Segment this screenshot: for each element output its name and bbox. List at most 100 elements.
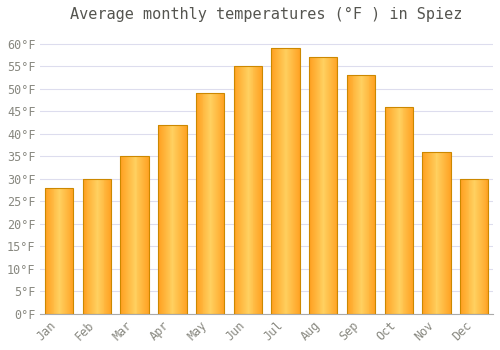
Bar: [278, 48, 279, 314]
Bar: [331, 57, 332, 314]
Bar: [412, 107, 413, 314]
Bar: [461, 179, 462, 314]
Bar: [136, 156, 138, 314]
Bar: [448, 152, 450, 314]
Bar: [161, 125, 162, 314]
Bar: [168, 125, 170, 314]
Bar: [404, 107, 406, 314]
Bar: [72, 188, 74, 314]
Bar: [434, 152, 436, 314]
Bar: [358, 75, 359, 314]
Bar: [398, 107, 400, 314]
Bar: [480, 179, 481, 314]
Bar: [92, 179, 93, 314]
Bar: [464, 179, 465, 314]
Bar: [425, 152, 426, 314]
Bar: [126, 156, 127, 314]
Bar: [280, 48, 281, 314]
Bar: [363, 75, 364, 314]
Bar: [424, 152, 425, 314]
Bar: [431, 152, 432, 314]
Bar: [96, 179, 97, 314]
Bar: [465, 179, 466, 314]
Bar: [63, 188, 64, 314]
Bar: [202, 93, 203, 314]
Bar: [248, 66, 249, 314]
Bar: [444, 152, 445, 314]
Bar: [328, 57, 329, 314]
Bar: [360, 75, 361, 314]
Bar: [284, 48, 286, 314]
Bar: [462, 179, 463, 314]
Bar: [429, 152, 430, 314]
Bar: [60, 188, 61, 314]
Bar: [384, 107, 413, 314]
Bar: [83, 179, 111, 314]
Bar: [316, 57, 318, 314]
Bar: [164, 125, 165, 314]
Bar: [388, 107, 390, 314]
Bar: [274, 48, 275, 314]
Bar: [50, 188, 51, 314]
Bar: [94, 179, 95, 314]
Bar: [175, 125, 176, 314]
Bar: [128, 156, 129, 314]
Bar: [291, 48, 292, 314]
Bar: [478, 179, 479, 314]
Bar: [54, 188, 56, 314]
Bar: [86, 179, 88, 314]
Bar: [52, 188, 54, 314]
Bar: [70, 188, 72, 314]
Bar: [45, 188, 74, 314]
Bar: [176, 125, 177, 314]
Bar: [407, 107, 408, 314]
Bar: [122, 156, 124, 314]
Bar: [474, 179, 475, 314]
Bar: [299, 48, 300, 314]
Bar: [329, 57, 330, 314]
Bar: [130, 156, 131, 314]
Bar: [282, 48, 284, 314]
Bar: [209, 93, 210, 314]
Bar: [138, 156, 140, 314]
Bar: [145, 156, 146, 314]
Bar: [473, 179, 474, 314]
Bar: [362, 75, 363, 314]
Bar: [348, 75, 349, 314]
Bar: [257, 66, 258, 314]
Bar: [218, 93, 220, 314]
Bar: [411, 107, 412, 314]
Bar: [477, 179, 478, 314]
Bar: [182, 125, 184, 314]
Bar: [172, 125, 174, 314]
Bar: [158, 125, 186, 314]
Bar: [132, 156, 133, 314]
Bar: [347, 75, 348, 314]
Bar: [290, 48, 291, 314]
Bar: [49, 188, 50, 314]
Bar: [148, 156, 149, 314]
Bar: [93, 179, 94, 314]
Bar: [196, 93, 224, 314]
Bar: [272, 48, 299, 314]
Bar: [297, 48, 298, 314]
Bar: [394, 107, 395, 314]
Bar: [129, 156, 130, 314]
Bar: [250, 66, 252, 314]
Bar: [463, 179, 464, 314]
Bar: [206, 93, 208, 314]
Bar: [214, 93, 215, 314]
Bar: [479, 179, 480, 314]
Bar: [296, 48, 297, 314]
Bar: [295, 48, 296, 314]
Bar: [45, 188, 46, 314]
Bar: [396, 107, 397, 314]
Bar: [66, 188, 68, 314]
Bar: [460, 179, 461, 314]
Bar: [91, 179, 92, 314]
Bar: [298, 48, 299, 314]
Bar: [409, 107, 410, 314]
Bar: [102, 179, 104, 314]
Bar: [100, 179, 102, 314]
Bar: [143, 156, 144, 314]
